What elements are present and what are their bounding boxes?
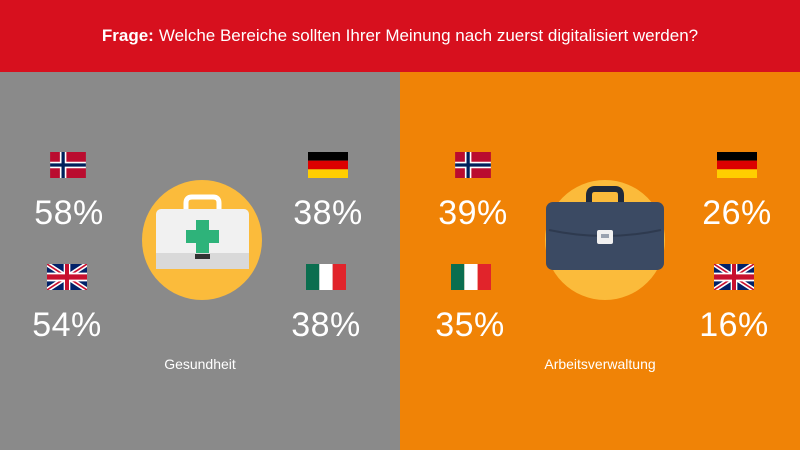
- health-category-label: Gesundheit: [164, 356, 236, 372]
- germany-flag-icon: [308, 152, 348, 178]
- uk-flag-icon: [714, 264, 754, 290]
- health-france-value: 38%: [291, 306, 361, 344]
- question-header: Frage: Welche Bereiche sollten Ihrer Mei…: [0, 0, 800, 72]
- health-germany-value: 38%: [293, 194, 363, 232]
- france-flag-icon: [451, 264, 491, 290]
- briefcase-icon: [543, 180, 667, 280]
- employment-uk-value: 16%: [699, 306, 769, 344]
- employment-france-value: 35%: [435, 306, 505, 344]
- health-norway-value: 58%: [34, 194, 104, 232]
- question-prefix: Frage:: [101, 26, 154, 45]
- employment-category-label: Arbeitsverwaltung: [544, 356, 656, 372]
- norway-flag-icon: [453, 152, 493, 178]
- germany-flag-icon: [717, 152, 757, 178]
- uk-flag-icon: [47, 264, 87, 290]
- employment-panel: 39% 26% 35% 16% Arbeitsverwaltung: [400, 72, 800, 450]
- employment-germany-value: 26%: [702, 194, 772, 232]
- question-text: Welche Bereiche sollten Ihrer Meinung na…: [158, 26, 699, 45]
- first-aid-kit-icon: [150, 189, 255, 289]
- employment-norway-value: 39%: [438, 194, 508, 232]
- france-flag-icon: [306, 264, 346, 290]
- health-panel: 58% 38% 54% 38% Gesundheit: [0, 72, 400, 450]
- norway-flag-icon: [48, 152, 88, 178]
- health-uk-value: 54%: [32, 306, 102, 344]
